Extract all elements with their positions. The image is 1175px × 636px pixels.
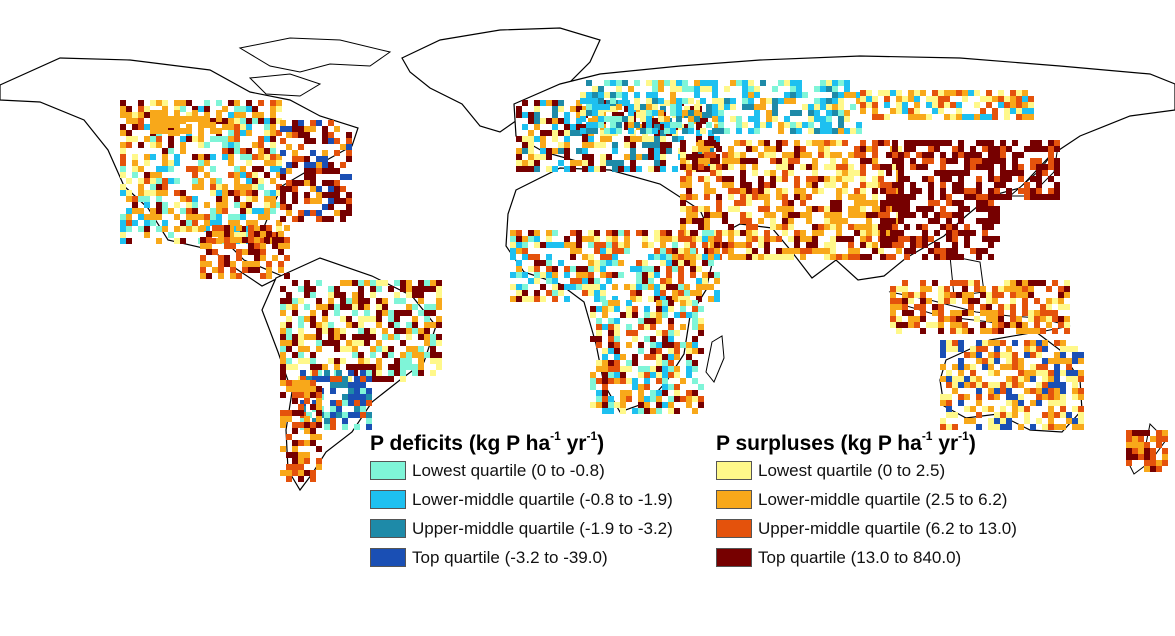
legend-label: Top quartile (13.0 to 840.0) [758, 547, 962, 567]
legend-swatch [716, 548, 752, 567]
deficits-legend-item-upper-middle: Upper-middle quartile (-1.9 to -3.2) [370, 514, 673, 543]
legend-label: Upper-middle quartile (6.2 to 13.0) [758, 518, 1017, 538]
balance-cells [120, 80, 1168, 482]
surpluses-legend: P surpluses (kg P ha-1 yr-1) Lowest quar… [716, 429, 1017, 572]
legend-label: Lowest quartile (0 to -0.8) [412, 460, 605, 480]
legend-label: Lower-middle quartile (-0.8 to -1.9) [412, 489, 673, 509]
legend-swatch [370, 490, 406, 509]
legend-swatch [716, 519, 752, 538]
surpluses-legend-item-upper-middle: Upper-middle quartile (6.2 to 13.0) [716, 514, 1017, 543]
surpluses-legend-item-top: Top quartile (13.0 to 840.0) [716, 543, 1017, 572]
legend-swatch [370, 519, 406, 538]
legend-label: Top quartile (-3.2 to -39.0) [412, 547, 608, 567]
legend-swatch [716, 490, 752, 509]
surpluses-legend-title: P surpluses (kg P ha-1 yr-1) [716, 429, 976, 455]
madagascar-outline [705, 335, 725, 383]
legend-label: Upper-middle quartile (-1.9 to -3.2) [412, 518, 673, 538]
deficits-legend-item-lowest: Lowest quartile (0 to -0.8) [370, 456, 673, 485]
deficits-legend-item-top: Top quartile (-3.2 to -39.0) [370, 543, 673, 572]
deficits-legend-item-lower-middle: Lower-middle quartile (-0.8 to -1.9) [370, 485, 673, 514]
arctic-islands-outline [238, 37, 392, 97]
deficits-legend: P deficits (kg P ha-1 yr-1) Lowest quart… [370, 429, 673, 572]
surpluses-legend-item-lowest: Lowest quartile (0 to 2.5) [716, 456, 1017, 485]
legend-swatch [716, 461, 752, 480]
deficits-legend-title: P deficits (kg P ha-1 yr-1) [370, 429, 605, 455]
legend-label: Lower-middle quartile (2.5 to 6.2) [758, 489, 1008, 509]
legend-swatch [370, 548, 406, 567]
surpluses-legend-item-lower-middle: Lower-middle quartile (2.5 to 6.2) [716, 485, 1017, 514]
legend-swatch [370, 461, 406, 480]
legend-label: Lowest quartile (0 to 2.5) [758, 460, 946, 480]
